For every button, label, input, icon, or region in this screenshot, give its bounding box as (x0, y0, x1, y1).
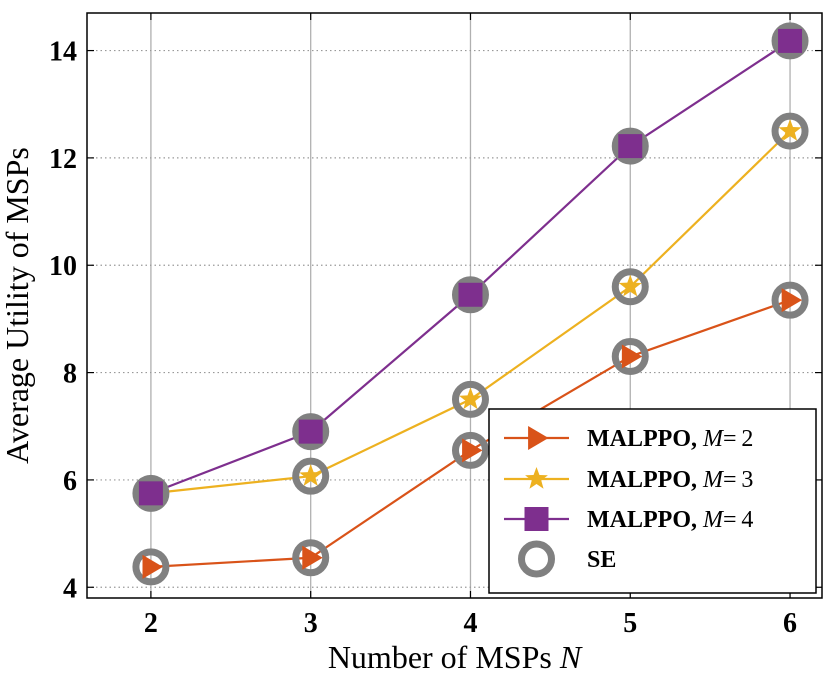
y-tick-label: 4 (63, 573, 77, 604)
se-marker (451, 431, 489, 469)
legend-marker (524, 507, 549, 531)
legend-item-m3: MALPPO, M= 3 (504, 467, 753, 493)
series-marker-m2 (621, 344, 643, 369)
se-marker (611, 337, 649, 375)
x-tick-label: 6 (783, 608, 797, 639)
series-marker-m3 (778, 119, 802, 141)
legend-item-se: SE (518, 540, 616, 578)
series-marker-m4 (618, 134, 643, 159)
series-marker-m2 (781, 288, 803, 313)
series-marker-m2 (462, 438, 483, 463)
y-axis-title: Average Utility of MSPs (0, 147, 35, 464)
se-marker (611, 268, 649, 306)
se-marker (611, 127, 649, 165)
legend-marker (528, 426, 549, 450)
y-tick-label: 8 (63, 359, 77, 390)
series-marker-m2 (142, 554, 163, 579)
se-markers (132, 22, 809, 586)
y-tick-label: 6 (63, 466, 77, 497)
series-marker-m4 (298, 419, 323, 444)
series-marker-m3 (459, 387, 482, 410)
series-marker-m3 (299, 464, 323, 486)
se-marker (132, 548, 170, 586)
legend-marker (518, 540, 555, 578)
se-marker (292, 539, 330, 577)
legend: MALPPO, M= 2 MALPPO, M= 3 MALPPO, M= 4 SE (488, 408, 817, 594)
legend-item-m2: MALPPO, M= 2 (504, 426, 753, 452)
y-tick-label: 10 (49, 251, 77, 282)
legend-label: MALPPO, M= 3 (587, 467, 753, 493)
series-marker-m3 (618, 274, 642, 297)
series-marker-m4 (138, 481, 163, 506)
x-tick-label: 2 (144, 608, 158, 639)
y-tick-label: 12 (49, 144, 77, 175)
legend-label: MALPPO, M= 2 (587, 426, 753, 452)
legend-label: MALPPO, M= 4 (587, 507, 753, 533)
legend-marker (525, 467, 548, 489)
legend-items: MALPPO, M= 2 MALPPO, M= 3 MALPPO, M= 4 SE (504, 426, 753, 578)
x-tick-label: 4 (463, 608, 477, 639)
series-marker-m2 (302, 545, 323, 570)
series-marker-m4 (778, 28, 803, 53)
legend-item-m4: MALPPO, M= 4 (504, 507, 753, 533)
axis-ticks: 2 3 4 5 6 4 6 8 10 12 14 (49, 13, 822, 639)
se-marker (771, 112, 809, 150)
x-tick-label: 3 (304, 608, 318, 639)
y-tick-label: 14 (49, 37, 77, 68)
legend-label: SE (587, 547, 616, 573)
x-axis-title: Number of MSPs N (328, 639, 583, 675)
se-marker (771, 281, 809, 319)
series-markers (138, 28, 803, 579)
se-marker (451, 380, 489, 418)
se-marker (451, 276, 489, 314)
se-marker (132, 474, 170, 512)
x-tick-label: 5 (623, 608, 637, 639)
se-marker (292, 457, 330, 495)
series-marker-m4 (458, 282, 483, 307)
se-marker (771, 22, 809, 60)
se-marker (292, 413, 330, 451)
plot-frame (86, 12, 823, 599)
